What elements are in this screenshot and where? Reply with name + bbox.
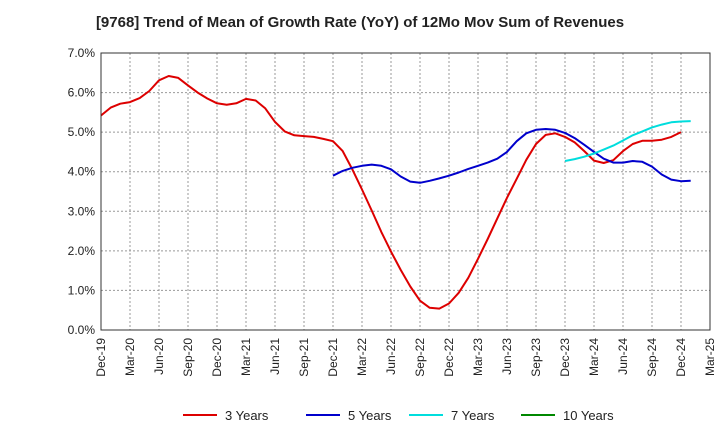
x-tick-label: Dec-22 [442, 338, 456, 377]
x-tick-label: Jun-24 [616, 338, 630, 375]
plot-frame [100, 52, 711, 331]
legend-label-5-years: 5 Years [348, 408, 392, 423]
x-tick-label: Jun-21 [268, 338, 282, 375]
legend: 3 Years 5 Years 7 Years 10 Years [183, 408, 614, 423]
x-tick-label: Dec-23 [558, 338, 572, 377]
gridlines [101, 52, 710, 330]
x-tick-label: Mar-25 [703, 338, 717, 376]
axes: 0.0% 1.0% 2.0% 3.0% 4.0% 5.0% 6.0% 7.0% Dec-19 Ma… [68, 46, 717, 377]
x-tick-label: Dec-19 [94, 338, 108, 377]
x-tick-label: Sep-20 [181, 338, 195, 377]
x-tick-label: Jun-20 [152, 338, 166, 375]
y-tick-label: 6.0% [68, 86, 96, 100]
x-tick-label: Sep-24 [645, 338, 659, 377]
x-tick-label: Mar-24 [587, 338, 601, 376]
x-tick-label: Jun-22 [384, 338, 398, 375]
legend-label-10-years: 10 Years [563, 408, 614, 423]
x-tick-label: Dec-20 [210, 338, 224, 377]
series-line-7-years [564, 120, 691, 162]
y-tick-label: 5.0% [68, 125, 96, 139]
x-tick-label: Sep-22 [413, 338, 427, 377]
y-tick-label: 1.0% [68, 283, 96, 297]
series-lines [100, 75, 691, 310]
y-tick-label: 3.0% [68, 204, 96, 218]
series-line-5-years [332, 128, 691, 184]
x-tick-label: Mar-23 [471, 338, 485, 376]
x-tick-label: Mar-21 [239, 338, 253, 376]
x-tick-label: Dec-24 [674, 338, 688, 377]
legend-label-7-years: 7 Years [451, 408, 495, 423]
x-tick-label: Dec-21 [326, 338, 340, 377]
y-tick-label: 2.0% [68, 244, 96, 258]
x-tick-label: Sep-23 [529, 338, 543, 377]
y-tick-label: 0.0% [68, 323, 96, 337]
x-tick-label: Mar-22 [355, 338, 369, 376]
legend-label-3-years: 3 Years [225, 408, 269, 423]
x-tick-label: Sep-21 [297, 338, 311, 377]
x-tick-label: Mar-20 [123, 338, 137, 376]
y-tick-label: 4.0% [68, 165, 96, 179]
y-tick-label: 7.0% [68, 46, 96, 60]
chart-title: [9768] Trend of Mean of Growth Rate (YoY… [95, 14, 625, 31]
x-tick-label: Jun-23 [500, 338, 514, 375]
series-line-3-years [100, 75, 682, 310]
